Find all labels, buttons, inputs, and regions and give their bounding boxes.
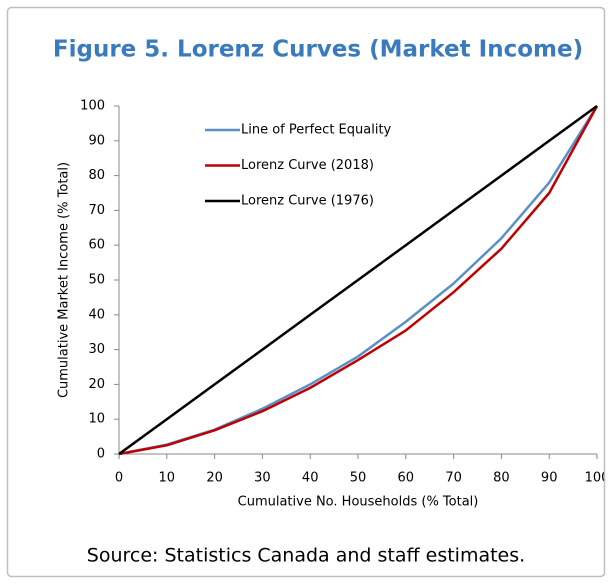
x-tick-label: 100 xyxy=(585,471,610,486)
x-tick-label: 0 xyxy=(115,471,123,486)
chart-title: Figure 5. Lorenz Curves (Market Income) xyxy=(53,37,583,63)
y-tick-label: 60 xyxy=(88,238,105,253)
legend-label: Line of Perfect Equality xyxy=(241,123,392,138)
y-tick-label: 40 xyxy=(88,307,105,322)
y-tick-label: 80 xyxy=(88,168,105,183)
source-note: Source: Statistics Canada and staff esti… xyxy=(87,545,525,567)
y-tick-label: 70 xyxy=(88,203,105,218)
series-line xyxy=(118,104,598,456)
x-tick-label: 20 xyxy=(206,471,223,486)
x-tick-label: 10 xyxy=(159,471,176,486)
x-tick-label: 50 xyxy=(350,471,367,486)
plot-area: 0 10 20 30 40 50 60 70 80 90 100 0 10 20 30 40 50 60 70 80 9… xyxy=(80,99,610,486)
y-tick-label: 0 xyxy=(97,447,105,462)
y-tick-label: 90 xyxy=(88,133,105,148)
y-tick-label: 20 xyxy=(88,377,105,392)
x-axis-title: Cumulative No. Households (% Total) xyxy=(238,495,479,510)
x-tick-label: 30 xyxy=(254,471,271,486)
x-tick-label: 60 xyxy=(398,471,415,486)
legend-label: Lorenz Curve (1976) xyxy=(241,194,374,209)
figure-frame xyxy=(6,6,606,578)
y-tick-label: 50 xyxy=(88,273,105,288)
y-tick-label: 30 xyxy=(88,342,105,357)
x-tick-label: 70 xyxy=(445,471,462,486)
y-tick-label: 10 xyxy=(88,412,105,427)
y-tick-label: 100 xyxy=(80,99,105,114)
x-tick-label: 90 xyxy=(541,471,558,486)
y-axis-title: Cumulative Market Income (% Total) xyxy=(57,162,72,398)
x-tick-label: 40 xyxy=(302,471,319,486)
x-tick-label: 80 xyxy=(493,471,510,486)
series-line xyxy=(118,105,599,456)
legend-label: Lorenz Curve (2018) xyxy=(241,158,374,173)
